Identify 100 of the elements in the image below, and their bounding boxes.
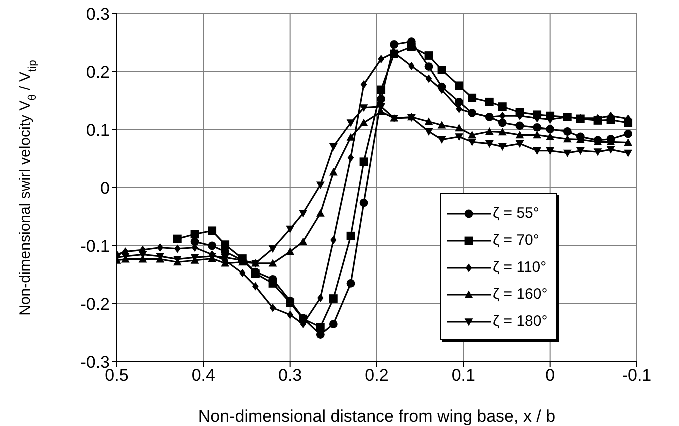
point — [576, 148, 585, 156]
point — [468, 131, 477, 139]
point — [485, 98, 494, 106]
point — [286, 248, 295, 256]
point — [173, 234, 182, 244]
point — [360, 198, 368, 208]
point — [498, 143, 507, 152]
point — [299, 210, 308, 218]
point — [533, 148, 542, 156]
point — [424, 52, 434, 60]
x-tick-label: -0.1 — [622, 366, 652, 386]
point — [455, 124, 464, 132]
point — [377, 86, 386, 94]
y-tick-label: 0.1 — [86, 121, 110, 140]
point — [563, 128, 572, 136]
point — [157, 244, 164, 252]
point — [346, 280, 356, 288]
point — [268, 259, 278, 267]
point — [563, 135, 572, 143]
x-tick-label: 0 — [546, 366, 556, 386]
point — [346, 232, 356, 240]
point — [316, 323, 325, 332]
point — [360, 104, 368, 112]
point — [174, 244, 181, 254]
point — [546, 125, 555, 134]
point — [390, 40, 399, 49]
point — [424, 62, 434, 71]
point — [360, 118, 368, 126]
x-tick-label: 0.1 — [452, 366, 476, 386]
point — [426, 74, 432, 84]
point — [378, 55, 384, 64]
point — [190, 230, 200, 239]
point — [360, 158, 368, 166]
point — [533, 123, 542, 132]
point — [360, 80, 368, 89]
point — [516, 140, 524, 148]
point — [329, 168, 338, 176]
point — [407, 42, 416, 52]
point — [316, 209, 325, 217]
point — [563, 150, 572, 158]
point — [424, 128, 434, 136]
x-tick-label: 0.4 — [192, 366, 216, 386]
point — [546, 148, 555, 156]
x-tick-label: 0.3 — [278, 366, 302, 386]
legend-label: ζ = 160° — [493, 286, 548, 303]
point — [408, 62, 415, 70]
point — [546, 132, 555, 140]
point — [318, 294, 324, 302]
point — [287, 310, 294, 320]
point — [594, 148, 602, 156]
point — [624, 130, 633, 138]
point — [329, 143, 338, 152]
point — [221, 240, 230, 250]
point — [533, 131, 542, 139]
point — [208, 242, 217, 250]
point — [240, 269, 246, 278]
point — [252, 282, 259, 291]
point — [346, 133, 356, 141]
point — [424, 118, 434, 126]
y-tick-label: 0 — [100, 179, 110, 198]
point — [485, 140, 494, 148]
point — [624, 138, 633, 146]
point — [468, 94, 477, 102]
legend-label: ζ = 55° — [493, 205, 540, 222]
point — [316, 182, 325, 190]
point — [268, 280, 278, 288]
y-tick-label: -0.1 — [80, 237, 110, 256]
point — [624, 150, 633, 158]
point — [268, 246, 278, 254]
point — [286, 226, 295, 234]
point — [330, 236, 337, 244]
point — [468, 138, 477, 146]
point — [516, 131, 524, 139]
legend-label: ζ = 70° — [493, 232, 540, 249]
legend-label: ζ = 110° — [493, 259, 547, 276]
point — [606, 146, 616, 154]
legend-label: ζ = 180° — [493, 313, 548, 330]
point — [455, 82, 464, 90]
point — [329, 320, 338, 328]
x-axis-title: Non-dimensional distance from wing base, x / b — [198, 407, 556, 426]
y-tick-label: -0.2 — [80, 295, 110, 314]
y-tick-label: 0.3 — [86, 5, 110, 24]
y-tick-label: 0.2 — [86, 63, 110, 82]
point — [270, 304, 276, 312]
point — [498, 102, 507, 111]
point — [455, 98, 464, 106]
point — [438, 121, 446, 129]
point — [329, 294, 338, 303]
point — [498, 128, 507, 136]
point — [438, 136, 446, 144]
point — [208, 226, 217, 236]
point — [348, 154, 354, 162]
point — [485, 128, 494, 136]
point — [299, 238, 308, 246]
point — [346, 120, 356, 128]
point — [498, 118, 507, 128]
point — [516, 122, 524, 130]
point — [316, 330, 325, 339]
x-tick-label: 0.2 — [365, 366, 389, 386]
point — [377, 95, 386, 104]
